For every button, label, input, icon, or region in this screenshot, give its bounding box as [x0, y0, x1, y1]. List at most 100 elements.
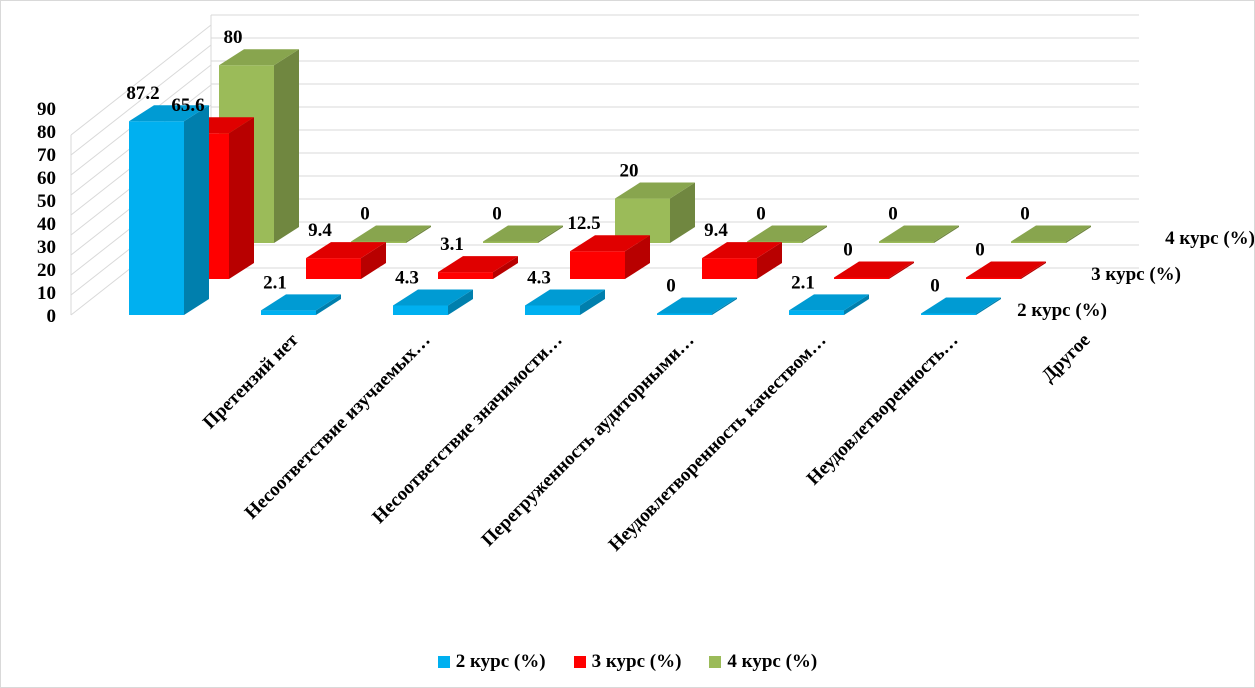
bar-top: [129, 105, 209, 122]
bar-front: [966, 277, 1021, 279]
gridline-side: [70, 44, 212, 156]
y-tick-label: 20: [37, 260, 56, 281]
bar-top: [702, 242, 782, 259]
legend-item: 3 курс (%): [573, 651, 682, 673]
legend-swatch: [709, 656, 722, 668]
bar-front: [921, 313, 976, 315]
bar-3-kurs-cat-3: [570, 235, 650, 279]
bar-4-kurs-cat-6: [1011, 225, 1091, 243]
data-label: 0: [360, 204, 370, 225]
bar-3-kurs-cat-2: [438, 256, 518, 279]
series-axis-label: 2 курс (%): [1017, 300, 1107, 321]
bar-3-kurs-cat-6: [966, 261, 1046, 279]
y-tick-label: 10: [37, 283, 56, 304]
bar-3-kurs-cat-5: [834, 261, 914, 279]
bar-front: [261, 310, 316, 315]
series-axis-label: 4 курс (%): [1165, 228, 1254, 249]
bar-front: [129, 121, 184, 315]
data-label: 9.4: [308, 220, 332, 241]
bar-top: [834, 261, 914, 278]
bar-front: [834, 277, 889, 279]
bar-2-kurs-cat-0: [129, 105, 209, 315]
data-label: 20: [620, 161, 639, 182]
bar-2-kurs-cat-3: [525, 289, 605, 315]
legend-label: 2 курс (%): [455, 651, 546, 672]
data-label: 12.5: [567, 213, 600, 234]
bar-side: [625, 235, 650, 279]
bar-top: [261, 294, 341, 311]
bar-front: [525, 305, 580, 315]
bar-front: [879, 241, 934, 243]
y-tick-label: 80: [37, 122, 56, 143]
category-label: Неудовлетворенность качеством…: [605, 330, 831, 556]
bar-side: [580, 289, 605, 315]
bar-3-kurs-cat-4: [702, 242, 782, 279]
bar-side: [274, 49, 299, 243]
bar-front: [393, 305, 448, 315]
category-label: Претензий нет: [199, 329, 303, 433]
data-label: 0: [492, 204, 502, 225]
bar-top: [483, 225, 563, 242]
data-label: 87.2: [126, 83, 159, 104]
category-label: Перегруженность аудиторными…: [478, 330, 699, 551]
y-tick-label: 30: [37, 237, 56, 258]
bar-top: [570, 235, 650, 252]
bar-front: [438, 272, 493, 279]
bar-top: [921, 297, 1001, 314]
bar-side: [316, 294, 341, 315]
y-tick-label: 0: [47, 306, 57, 327]
bar-side: [493, 256, 518, 279]
bar-side: [229, 117, 254, 279]
bar-2-kurs-cat-4: [657, 297, 737, 315]
bar-top: [966, 261, 1046, 278]
bar-top: [525, 289, 605, 306]
data-label: 4.3: [395, 267, 419, 288]
data-label: 9.4: [704, 220, 728, 241]
bar-front: [306, 258, 361, 279]
data-label: 0: [666, 276, 676, 297]
bar-side: [448, 289, 473, 315]
data-label: 0: [930, 276, 940, 297]
data-label: 2.1: [791, 272, 815, 293]
bar-side: [538, 225, 563, 243]
bar-2-kurs-cat-2: [393, 289, 473, 315]
bar-4-kurs-cat-4: [747, 225, 827, 243]
category-label: Неудовлетворенность…: [803, 330, 963, 490]
bar-side: [1066, 225, 1091, 243]
bar-side: [361, 242, 386, 279]
bar-front: [483, 241, 538, 243]
bar-side: [889, 261, 914, 279]
y-tick-label: 70: [37, 145, 56, 166]
bar-top: [1011, 225, 1091, 242]
bar-front: [702, 258, 757, 279]
bar-side: [184, 105, 209, 315]
bar-top: [219, 49, 299, 66]
y-tick-label: 40: [37, 214, 56, 235]
legend-swatch: [437, 656, 450, 668]
bar-front: [789, 310, 844, 315]
bar-side: [976, 297, 1001, 315]
series-axis-label: 3 курс (%): [1091, 264, 1181, 285]
category-label: Другое: [1038, 330, 1095, 387]
bar-top: [657, 297, 737, 314]
legend-label: 4 курс (%): [727, 651, 818, 672]
bar-3-kurs-cat-1: [306, 242, 386, 279]
bar-side: [1021, 261, 1046, 279]
bar-top: [789, 294, 869, 311]
bar-front: [657, 313, 712, 315]
data-label: 0: [1020, 204, 1030, 225]
data-label: 0: [843, 240, 853, 261]
bar-2-kurs-cat-6: [921, 297, 1001, 315]
data-label: 0: [888, 204, 898, 225]
data-label: 3.1: [440, 234, 464, 255]
legend-item: 4 курс (%): [709, 651, 817, 673]
bar-top: [438, 256, 518, 273]
data-label: 0: [756, 204, 766, 225]
legend-label: 3 курс (%): [591, 651, 682, 672]
bar-side: [802, 225, 827, 243]
bar-side: [670, 182, 695, 243]
bar-4-kurs-cat-2: [483, 225, 563, 243]
bar-top: [879, 225, 959, 242]
